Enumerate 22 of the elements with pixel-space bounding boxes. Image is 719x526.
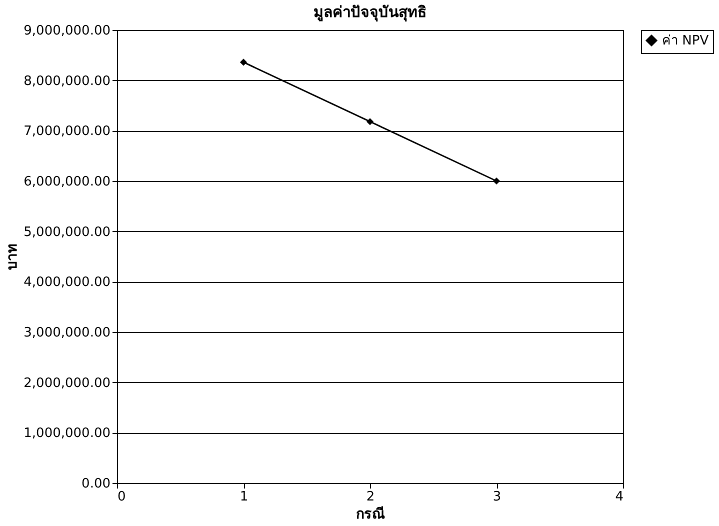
- y-tick-label: 3,000,000.00: [24, 326, 110, 340]
- y-axis-title: บาท: [4, 244, 21, 270]
- y-tick-label: 6,000,000.00: [24, 174, 110, 190]
- legend-label: ค่า NPV: [662, 34, 709, 48]
- x-tick-label: 2: [366, 490, 375, 504]
- y-tick-label: 5,000,000.00: [24, 224, 110, 240]
- y-tick-label: 2,000,000.00: [24, 376, 110, 391]
- point: [492, 177, 500, 185]
- x-tick-label: 3: [492, 490, 502, 504]
- point: [366, 118, 374, 126]
- y-tick-label: 4,000,000.00: [24, 275, 110, 290]
- x-axis-title: กรณี: [356, 506, 385, 522]
- y-tick-label: 7,000,000.00: [24, 124, 110, 140]
- x-tick-label: 1: [240, 490, 248, 504]
- x-tick-label: 0: [118, 490, 126, 504]
- chart-title: มูลค่าปัจจุบันสุทธิ: [314, 3, 426, 22]
- point: [240, 58, 248, 66]
- y-tick-label: 1,000,000.00: [24, 426, 110, 442]
- y-tick-label: 9,000,000.00: [24, 24, 110, 38]
- y-tick-label: 8,000,000.00: [24, 74, 110, 89]
- x-tick-label: 4: [615, 490, 624, 504]
- y-tick-label: 0.00: [82, 476, 110, 492]
